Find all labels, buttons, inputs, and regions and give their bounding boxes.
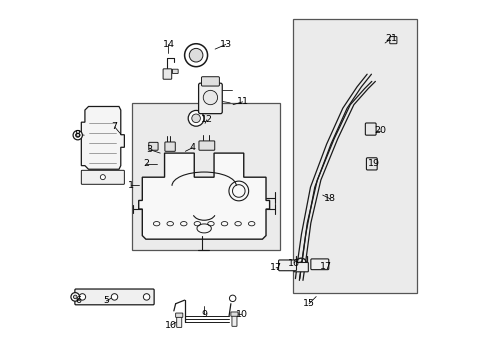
FancyBboxPatch shape	[163, 69, 171, 79]
Circle shape	[229, 295, 235, 302]
Text: 3: 3	[146, 145, 152, 154]
FancyBboxPatch shape	[389, 37, 396, 44]
FancyBboxPatch shape	[292, 19, 416, 293]
FancyBboxPatch shape	[176, 317, 182, 327]
Circle shape	[143, 294, 149, 300]
Text: 6: 6	[76, 296, 81, 305]
Text: 16: 16	[287, 259, 299, 268]
Circle shape	[111, 294, 118, 300]
Circle shape	[76, 133, 80, 137]
FancyBboxPatch shape	[310, 259, 328, 270]
Circle shape	[188, 111, 203, 126]
Circle shape	[100, 175, 105, 180]
Circle shape	[189, 48, 203, 62]
Text: 17: 17	[320, 262, 331, 271]
Text: 14: 14	[162, 40, 174, 49]
Polygon shape	[81, 107, 124, 169]
FancyBboxPatch shape	[198, 83, 222, 114]
FancyBboxPatch shape	[131, 103, 280, 250]
Text: 15: 15	[303, 299, 314, 308]
Text: 1: 1	[127, 181, 134, 190]
Text: 2: 2	[142, 159, 148, 168]
Text: 13: 13	[219, 40, 231, 49]
FancyBboxPatch shape	[278, 260, 296, 271]
Circle shape	[79, 294, 85, 300]
FancyBboxPatch shape	[293, 262, 308, 272]
FancyBboxPatch shape	[199, 141, 214, 150]
Circle shape	[184, 44, 207, 67]
Circle shape	[73, 131, 82, 140]
Text: 5: 5	[103, 296, 109, 305]
Text: 12: 12	[201, 115, 212, 124]
Text: 10: 10	[164, 321, 177, 330]
Polygon shape	[139, 153, 269, 239]
FancyBboxPatch shape	[75, 289, 154, 305]
FancyBboxPatch shape	[148, 142, 158, 150]
Text: 4: 4	[189, 143, 195, 152]
Circle shape	[71, 293, 80, 301]
Text: 19: 19	[367, 159, 380, 168]
Text: 18: 18	[323, 194, 335, 203]
FancyBboxPatch shape	[172, 69, 178, 73]
FancyBboxPatch shape	[81, 170, 124, 184]
Text: 9: 9	[201, 310, 207, 319]
FancyBboxPatch shape	[175, 313, 183, 318]
FancyBboxPatch shape	[164, 142, 175, 151]
Circle shape	[191, 114, 200, 123]
Text: 7: 7	[111, 122, 118, 131]
Circle shape	[203, 90, 217, 105]
Circle shape	[73, 295, 77, 299]
Text: 11: 11	[236, 97, 248, 106]
Text: 8: 8	[75, 130, 81, 139]
FancyBboxPatch shape	[365, 123, 375, 135]
Text: 20: 20	[373, 126, 385, 135]
Text: 17: 17	[269, 264, 282, 273]
Text: 21: 21	[385, 34, 397, 43]
FancyBboxPatch shape	[366, 158, 376, 170]
FancyBboxPatch shape	[201, 77, 219, 86]
Text: 10: 10	[235, 310, 247, 319]
FancyBboxPatch shape	[230, 312, 238, 316]
FancyBboxPatch shape	[231, 316, 237, 326]
